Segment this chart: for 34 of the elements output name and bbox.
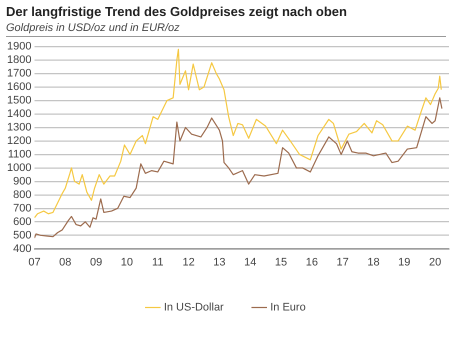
x-tick-label: 11	[152, 256, 164, 268]
y-tick-label: 1800	[6, 54, 32, 66]
y-tick-label: 1700	[6, 68, 32, 80]
legend-label: In Euro	[270, 302, 306, 314]
x-tick-label: 09	[90, 256, 102, 268]
x-tick-label: 18	[367, 256, 380, 268]
y-tick-label: 500	[13, 229, 32, 242]
x-tick-label: 14	[244, 256, 256, 268]
x-tick-label: 20	[429, 256, 442, 268]
x-tick-label: 15	[274, 256, 288, 268]
y-tick-label: 800	[13, 188, 32, 201]
legend-label: In US-Dollar	[164, 302, 224, 314]
chart-title: Der langfristige Trend des Goldpreises zeigt nach oben	[6, 4, 348, 19]
y-tick-label: 1200	[6, 134, 32, 147]
y-tick-label: 1900	[6, 40, 32, 53]
y-tick-label: 1300	[6, 122, 32, 134]
chart-subtitle: Goldpreis in USD/oz und in EUR/oz	[6, 22, 446, 37]
x-tick-label: 19	[398, 256, 410, 268]
x-tick-label: 10	[120, 256, 134, 268]
x-tick-label: 13	[213, 256, 226, 268]
x-tick-label: 17	[336, 256, 349, 268]
y-tick-label: 1100	[8, 148, 32, 160]
y-tick-label: 1500	[6, 94, 32, 107]
y-tick-label: 700	[13, 202, 32, 214]
y-tick-label: 600	[13, 216, 32, 228]
y-tick-label: 1600	[6, 81, 32, 94]
y-tick-label: 1000	[6, 162, 32, 174]
x-tick-label: 08	[59, 256, 72, 268]
x-tick-label: 07	[28, 256, 41, 268]
x-tick-label: 12	[182, 256, 195, 268]
y-tick-label: 1400	[6, 108, 32, 120]
x-tick-label: 16	[306, 256, 318, 268]
y-tick-label: 900	[13, 175, 32, 188]
y-tick-label: 400	[13, 242, 32, 255]
